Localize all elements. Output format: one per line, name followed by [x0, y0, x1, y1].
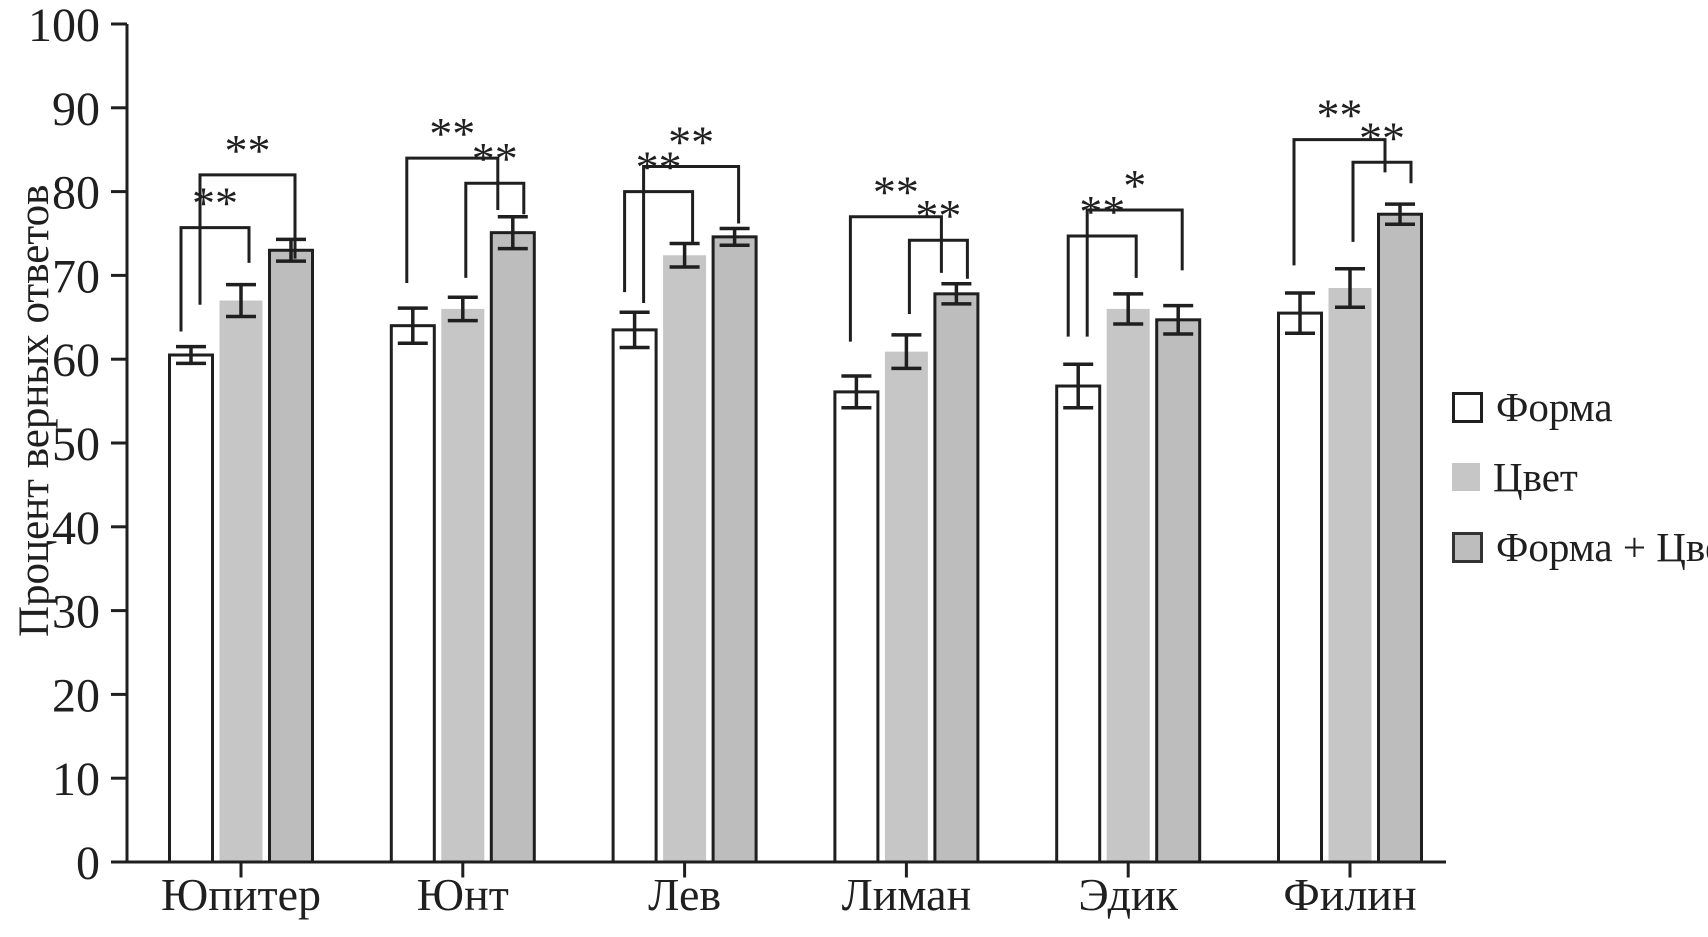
significance-label-Эдик-1: **	[1079, 186, 1125, 237]
significance-bracket-Эдик-0	[1085, 208, 1184, 337]
bar-Цвет-Юпитер	[219, 300, 263, 862]
bar-Форма + Цвет-Лев	[711, 235, 758, 864]
significance-bracket-Филин-0	[1292, 138, 1387, 266]
significance-label-Юпитер-0: **	[225, 125, 271, 176]
bar-Форма-Лев	[611, 328, 658, 864]
significance-label-Юпитер-1: **	[192, 178, 238, 229]
significance-label-Филин-0: **	[1317, 90, 1363, 141]
legend: Форма Цвет Форма + Цвет	[1452, 384, 1708, 596]
bar-Форма-Эдик	[1055, 384, 1102, 864]
legend-label-forma: Форма	[1496, 384, 1613, 430]
significance-bracket-Юнт-1	[464, 181, 526, 278]
y-tick-label: 40	[52, 502, 100, 555]
y-tick-label: 50	[52, 418, 100, 471]
significance-bracket-Лев-0	[642, 164, 741, 304]
significance-label-Филин-1: **	[1359, 112, 1405, 163]
legend-swatch-tsvet-icon	[1452, 463, 1480, 491]
significance-label-Юнт-0: **	[429, 108, 475, 159]
y-tick-label: 80	[52, 167, 100, 220]
significance-label-Лев-0: **	[668, 116, 714, 167]
bar-Форма + Цвет-Юнт	[489, 231, 536, 864]
significance-bracket-Юпитер-1	[179, 226, 251, 332]
bar-Цвет-Лиман	[884, 351, 928, 862]
x-category-label: Филин	[1283, 869, 1416, 920]
legend-label-forma-tsvet: Форма + Цвет	[1496, 524, 1708, 570]
legend-label-tsvet: Цвет	[1493, 454, 1578, 500]
x-category-label: Юпитер	[161, 869, 321, 920]
bar-Форма + Цвет-Лиман	[933, 292, 980, 864]
x-category-label: Юнт	[417, 869, 509, 920]
x-category-label: Лиман	[842, 869, 972, 920]
x-category-label: Лев	[648, 869, 721, 920]
y-tick-label: 10	[52, 753, 100, 806]
legend-item-forma-tsvet: Форма + Цвет	[1452, 524, 1708, 570]
significance-label-Лев-1: **	[636, 142, 682, 193]
y-tick-label: 100	[28, 0, 100, 52]
y-axis-title: Процент верных ответов	[11, 184, 58, 637]
y-tick-label: 90	[52, 83, 100, 136]
y-tick-label: 0	[76, 837, 100, 890]
x-category-label: Эдик	[1078, 869, 1178, 920]
bar-Форма + Цвет-Эдик	[1155, 318, 1202, 864]
bar-Форма + Цвет-Юпитер	[268, 248, 314, 864]
bar-Форма-Юнт	[389, 324, 436, 864]
y-tick-label: 20	[52, 669, 100, 722]
bar-Цвет-Эдик	[1106, 308, 1150, 862]
significance-bracket-Филин-1	[1351, 160, 1413, 242]
legend-swatch-forma-icon	[1452, 391, 1483, 423]
significance-label-Лиман-0: **	[873, 167, 919, 218]
significance-label-Эдик-0: *	[1123, 160, 1146, 211]
y-tick-label: 30	[52, 586, 100, 639]
significance-bracket-Эдик-1	[1066, 234, 1138, 337]
y-tick-label: 70	[52, 250, 100, 303]
significance-label-Лиман-1: **	[915, 190, 961, 241]
significance-bracket-Лев-1	[623, 190, 695, 293]
significance-label-Юнт-1: **	[472, 133, 518, 184]
y-tick-label: 60	[52, 334, 100, 387]
bar-Форма-Филин	[1277, 311, 1323, 864]
significance-bracket-Лиман-0	[848, 215, 943, 342]
bar-Цвет-Филин	[1328, 287, 1372, 863]
bar-Форма + Цвет-Филин	[1377, 212, 1423, 864]
legend-item-tsvet: Цвет	[1452, 454, 1708, 500]
significance-bracket-Юпитер-0	[198, 173, 297, 305]
bar-Форма-Лиман	[833, 390, 880, 864]
bar-Форма-Юпитер	[168, 353, 214, 864]
significance-bracket-Лиман-1	[907, 238, 969, 314]
bar-Цвет-Лев	[663, 255, 707, 863]
legend-swatch-forma-tsvet-icon	[1452, 531, 1483, 563]
bar-Цвет-Юнт	[441, 308, 485, 862]
legend-item-forma: Форма	[1452, 384, 1708, 430]
